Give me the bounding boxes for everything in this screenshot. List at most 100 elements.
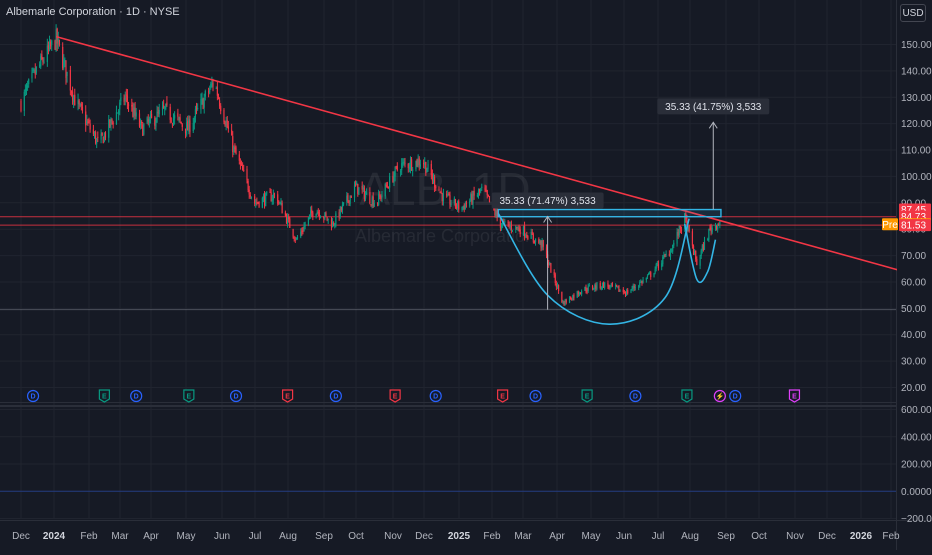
price-tag-0: 87.45 <box>901 205 926 216</box>
candle-body-452 <box>715 225 718 230</box>
candle-body-188 <box>310 210 312 216</box>
event-circle-0 <box>26 389 40 403</box>
candle-body-446 <box>707 238 709 241</box>
candle-body-218 <box>356 182 358 186</box>
candle-body-392 <box>623 292 626 294</box>
event-S-14[interactable]: ⚡ <box>713 389 726 403</box>
price-tag-label-bg-2 <box>882 218 898 231</box>
candle-body-237 <box>385 185 387 187</box>
candle-body-160 <box>266 192 268 194</box>
candle-body-266 <box>430 163 432 175</box>
candle-body-318 <box>509 225 511 227</box>
event-E-5[interactable]: E <box>281 389 294 403</box>
price-axis[interactable]: 150.00140.00130.00120.00110.00100.0090.0… <box>882 0 932 525</box>
candle-body-228 <box>371 197 373 205</box>
event-D-6[interactable]: D <box>329 389 342 403</box>
time-axis[interactable]: Dec 2024 Feb Mar Apr May Jun Jul Aug Sep Oct Nov Dec… <box>12 531 900 542</box>
event-D-0[interactable]: D <box>26 389 40 403</box>
candle-body-375 <box>596 282 598 289</box>
candle-body-53 <box>102 136 104 144</box>
candle-body-10 <box>35 66 37 73</box>
candle-body-380 <box>604 282 606 288</box>
candle-body-192 <box>316 211 318 215</box>
candle-body-91 <box>161 106 164 111</box>
candle-body-81 <box>146 117 148 124</box>
candle-body-397 <box>631 288 633 290</box>
event-flag-3 <box>183 389 195 403</box>
event-D-2[interactable]: D <box>130 389 143 403</box>
candle-body-78 <box>141 122 143 124</box>
currency-button[interactable]: USD <box>900 4 926 22</box>
candle-body-355 <box>565 299 567 303</box>
event-E-11[interactable]: E <box>581 389 593 403</box>
candle-body-127 <box>216 87 218 96</box>
candle-body-404 <box>641 281 643 284</box>
event-E-13[interactable]: E <box>681 389 693 403</box>
candle-body-269 <box>434 176 436 188</box>
event-D-12[interactable]: D <box>629 389 642 403</box>
event-E-9[interactable]: E <box>497 389 509 403</box>
time-tick-3: Mar <box>111 531 129 542</box>
candle-body-69 <box>126 95 129 103</box>
event-E-3[interactable]: E <box>183 389 195 403</box>
candle-body-97 <box>170 120 172 122</box>
candle-body-367 <box>585 287 587 292</box>
resistance-box <box>497 208 722 218</box>
event-markers[interactable]: D E D E D E D E D E D E D E ⚡ D E <box>0 389 896 403</box>
candle-body-274 <box>441 193 443 202</box>
event-letter-11: E <box>585 394 590 401</box>
candle-body-94 <box>165 103 167 109</box>
candle-body-107 <box>186 122 188 135</box>
event-circle-14 <box>713 389 726 403</box>
event-E-1[interactable]: E <box>98 389 110 403</box>
candle-body-109 <box>188 119 190 132</box>
candle-body-80 <box>143 124 145 135</box>
event-letter-9: E <box>500 394 505 401</box>
drawing-tools: 35.33 (71.47%) 3,533 35.33 (41.75%) 3,533 <box>55 35 899 325</box>
candle-body-360 <box>573 294 575 298</box>
candle-body-419 <box>664 254 666 256</box>
candle-body-447 <box>708 228 710 240</box>
candle-body-201 <box>330 219 333 228</box>
event-D-4[interactable]: D <box>229 389 243 403</box>
candle-body-2 <box>24 89 26 92</box>
candle-body-117 <box>201 97 203 100</box>
candle-body-73 <box>133 107 135 116</box>
candle-body-95 <box>166 102 168 105</box>
candle-body-136 <box>231 129 233 136</box>
candle-body-256 <box>415 160 417 170</box>
candle-body-165 <box>273 193 276 195</box>
candle-body-412 <box>654 269 656 273</box>
price-tick-5: 100.00 <box>901 172 932 183</box>
candle-body-417 <box>662 256 664 265</box>
candle-body-182 <box>301 230 303 232</box>
candle-body-442 <box>700 250 702 256</box>
candle-body-422 <box>669 250 672 257</box>
candle-body-4 <box>26 85 29 88</box>
event-D-15[interactable]: D <box>729 389 742 403</box>
event-E-7[interactable]: E <box>389 389 401 403</box>
event-E-16[interactable]: E <box>788 389 801 403</box>
candle-body-281 <box>453 198 455 204</box>
event-flag-7 <box>389 389 401 403</box>
time-tick-19: Jul <box>652 531 665 542</box>
event-D-8[interactable]: D <box>429 389 442 403</box>
candle-body-257 <box>416 159 418 166</box>
measure-arrow-0 <box>543 215 553 223</box>
event-D-10[interactable]: D <box>529 389 542 403</box>
candle-body-382 <box>608 286 610 289</box>
time-tick-15: Mar <box>514 531 532 542</box>
candle-body-147 <box>247 181 249 190</box>
chart-title: Albemarle Corporation · 1D · NYSE <box>6 6 180 18</box>
candle-body-36 <box>77 100 79 104</box>
candle-body-86 <box>154 117 156 126</box>
candle-body-103 <box>179 117 181 121</box>
candle-body-240 <box>389 176 391 188</box>
candle-body-164 <box>272 194 274 200</box>
candle-body-308 <box>494 209 496 216</box>
candle-body-238 <box>386 186 389 188</box>
candle-body-111 <box>192 123 194 131</box>
